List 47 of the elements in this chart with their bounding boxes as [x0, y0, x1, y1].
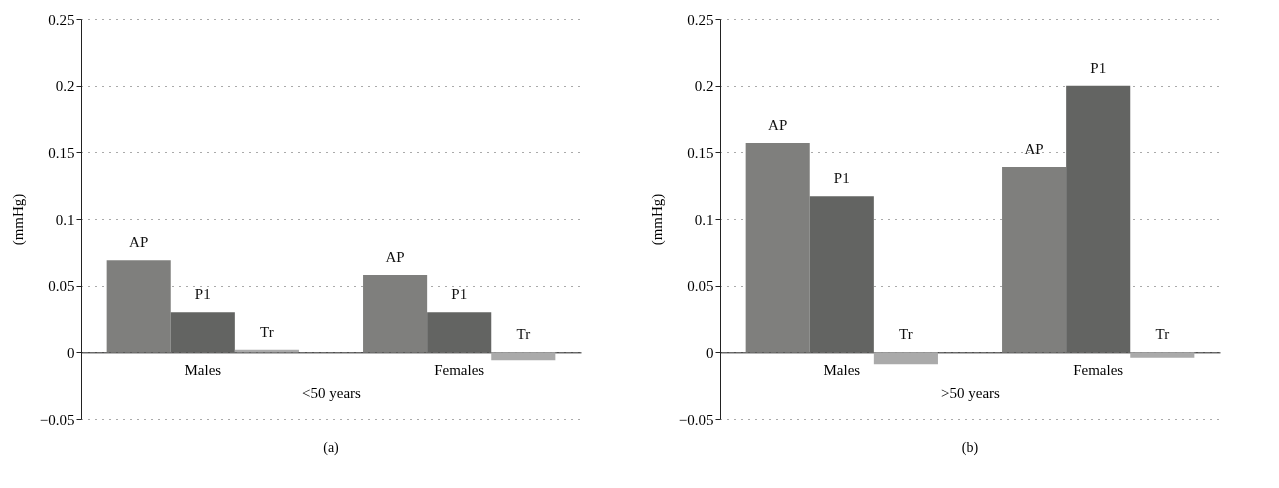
bar	[363, 275, 428, 353]
text: P1	[451, 286, 468, 303]
bar	[809, 196, 874, 353]
y-tick-label: 0.15	[687, 144, 714, 161]
series-label: P1	[194, 286, 211, 303]
y-tick-label: 0.05	[687, 278, 714, 295]
bar	[170, 312, 235, 353]
text: (b)	[961, 440, 979, 456]
y-tick-label: 0.2	[55, 78, 75, 95]
series-label: AP	[768, 117, 788, 133]
bar	[873, 352, 938, 365]
y-tick-label: 0.15	[48, 144, 75, 161]
y-tick-label: 0.25	[48, 11, 75, 28]
y-tick-label: 0	[706, 344, 714, 361]
series-label: Tr	[899, 326, 913, 343]
series-label: Tr	[260, 323, 274, 340]
x-tick-label: Females	[434, 361, 485, 378]
x-tick-label: Males	[184, 361, 222, 378]
y-tick-label: 0.1	[694, 211, 714, 228]
y-tick-label: 0.05	[48, 278, 75, 295]
y-axis-title: (mmHg)	[9, 193, 27, 246]
bar	[745, 143, 810, 353]
y-tick-label: 0	[67, 344, 75, 361]
series-label: AP	[129, 234, 149, 251]
bar	[1130, 352, 1195, 358]
bar	[106, 260, 171, 353]
series-label: P1	[833, 170, 850, 187]
y-axis-title: (mmHg)	[648, 193, 666, 246]
x-tick-label: Males	[823, 361, 861, 378]
text: AP	[1024, 141, 1044, 157]
text: Tr	[516, 326, 531, 343]
bar	[427, 312, 492, 353]
x-axis-title: <50 years	[302, 384, 362, 401]
text: (a)	[323, 440, 340, 456]
text: AP	[385, 249, 405, 265]
y-tick-label: −0.05	[39, 411, 75, 428]
x-axis-title: >50 years	[941, 384, 1001, 401]
x-tick-label: Females	[1073, 361, 1124, 378]
text: Tr	[1155, 326, 1170, 343]
bar	[1066, 85, 1131, 353]
y-tick-label: 0.1	[55, 211, 75, 228]
y-tick-label: −0.05	[678, 411, 714, 428]
text: P1	[1090, 59, 1107, 76]
bar	[491, 352, 556, 361]
y-tick-label: 0.2	[694, 78, 714, 95]
y-tick-label: 0.25	[687, 11, 714, 28]
bar	[1002, 167, 1067, 353]
